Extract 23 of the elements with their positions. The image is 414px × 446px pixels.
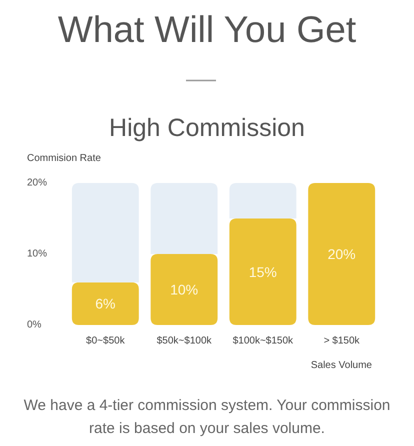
data-label: 10% <box>170 282 198 298</box>
data-label: 20% <box>328 246 356 262</box>
x-tick-label: $0~$50k <box>86 336 126 346</box>
bar <box>308 183 376 325</box>
x-tick-label: > $150k <box>324 336 361 346</box>
bar <box>72 282 139 325</box>
chart-subtitle: High Commission <box>109 114 305 142</box>
bar <box>229 183 296 218</box>
bar <box>229 218 296 325</box>
x-tick-label: $50k~$100k <box>156 336 213 346</box>
chart-title: What Will You Get <box>58 9 357 50</box>
bar <box>150 183 218 254</box>
y-tick-label: 10% <box>27 248 48 260</box>
data-label: 15% <box>248 264 277 280</box>
bar <box>72 183 139 282</box>
y-axis-title: Commision Rate <box>27 153 102 164</box>
x-tick-label: $100k~$150k <box>232 336 294 346</box>
bar <box>150 254 218 325</box>
text: We have a 4-tier commission system. Your commission rate is based on your sales volume. <box>24 397 390 437</box>
y-tick-label: 20% <box>27 178 48 188</box>
data-label: 6% <box>95 296 116 312</box>
y-tick-label: 0% <box>27 320 42 330</box>
x-axis-title: Sales Volume <box>310 360 372 371</box>
